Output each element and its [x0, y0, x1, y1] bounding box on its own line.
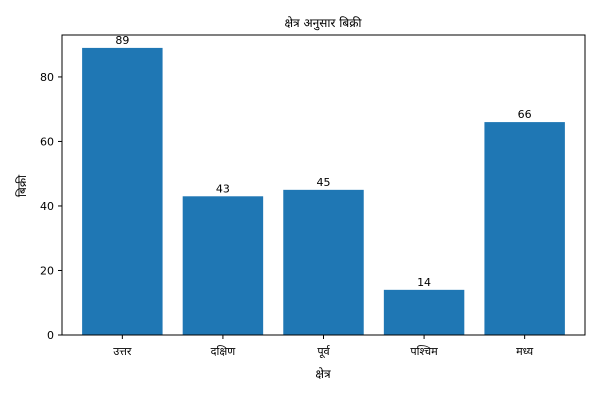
- bar: [383, 289, 465, 335]
- data-label: 14: [417, 276, 431, 289]
- y-tick-label: 0: [47, 329, 54, 342]
- y-tick-label: 20: [40, 264, 54, 277]
- plot-frame: [61, 34, 586, 336]
- plot-area: 89 उत्तर 43 दक्षिण 45 पूर्व 14 पश्चिम 66 मध्य 0 20 4…: [40, 34, 586, 359]
- bar: [283, 189, 364, 335]
- bar: [484, 122, 565, 335]
- data-label: 89: [115, 34, 129, 47]
- x-tick-label: पश्चिम: [410, 345, 438, 358]
- data-label: 66: [518, 108, 532, 121]
- x-axis-label: क्षेत्र: [315, 367, 331, 381]
- y-tick-label: 40: [40, 200, 54, 213]
- bar: [182, 196, 264, 335]
- y-tick-label: 60: [40, 135, 54, 148]
- data-label: 43: [216, 182, 230, 195]
- y-axis-label: बिक्री: [15, 174, 29, 197]
- x-tick-label: पूर्व: [317, 345, 330, 359]
- x-tick-label: मध्य: [516, 345, 534, 358]
- y-tick-label: 80: [40, 71, 54, 84]
- chart-title: क्षेत्र अनुसार बिक्री: [284, 16, 362, 31]
- bar: [82, 47, 163, 335]
- x-tick-label: उत्तर: [113, 345, 132, 358]
- x-tick-label: दक्षिण: [211, 345, 237, 358]
- data-label: 45: [317, 176, 331, 189]
